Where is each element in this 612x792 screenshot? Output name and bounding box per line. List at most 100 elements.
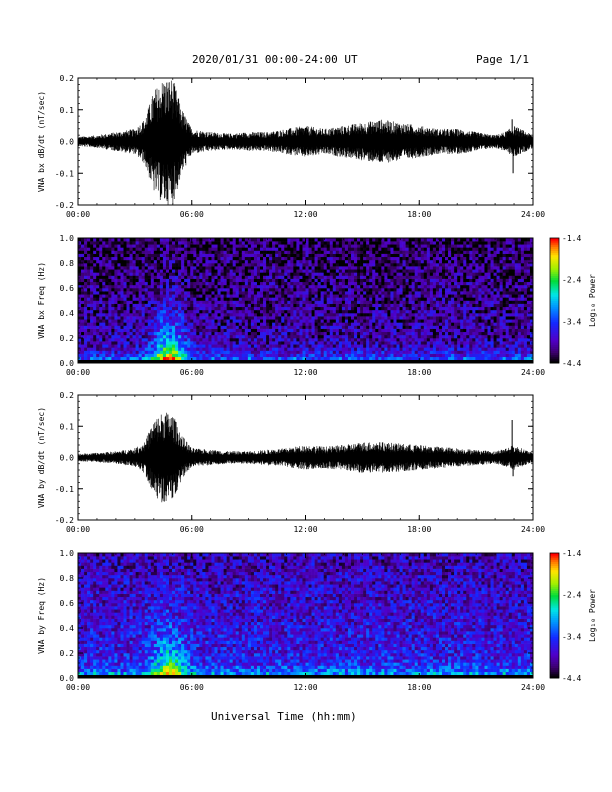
spectrogram-cell (138, 281, 142, 286)
spectrogram-cell (144, 347, 149, 351)
spectrogram-cell (196, 238, 200, 242)
spectrogram-cell (284, 353, 288, 358)
spectrogram-cell (357, 331, 361, 336)
spectrogram-cell (169, 250, 173, 254)
spectrogram-cell (111, 353, 115, 358)
spectrogram-cell (311, 325, 315, 329)
spectrogram-cell (126, 338, 130, 342)
spectrogram-cell (323, 344, 328, 348)
spectrogram-cell (266, 294, 270, 298)
spectrogram-cell (323, 350, 328, 354)
spectrogram-cell (178, 297, 182, 301)
spectrogram-cell (129, 331, 133, 336)
spectrogram-cell (384, 322, 388, 326)
spectrogram-cell (181, 272, 185, 276)
spectrogram-cell (329, 350, 334, 354)
spectrogram-cell (393, 244, 397, 248)
spectrogram-cell (414, 266, 419, 270)
spectrogram-cell (202, 256, 206, 261)
spectrogram-cell (296, 263, 300, 267)
spectrogram-cell (87, 309, 91, 314)
spectrogram-cell (442, 238, 446, 242)
spectrogram-cell (132, 353, 136, 358)
spectrogram-cell (135, 313, 139, 317)
spectrogram-cell (235, 256, 240, 261)
spectrogram-cell (329, 316, 334, 320)
spectrogram-cell (442, 281, 446, 286)
spectrogram-cell (387, 306, 391, 311)
spectrogram-cell (351, 325, 355, 329)
spectrogram-cell (105, 353, 109, 358)
spectrogram-cell (90, 275, 94, 279)
spectrogram-cell (260, 250, 264, 254)
spectrogram-cell (138, 353, 142, 358)
spectrogram-cell (299, 291, 303, 295)
spectrogram-cell (272, 334, 276, 339)
spectrogram-cell (311, 322, 315, 326)
spectrogram-cell (141, 250, 146, 254)
spectrogram-cell (202, 247, 206, 251)
spectrogram-cell (293, 253, 297, 258)
spectrogram-cell (156, 256, 161, 261)
spectrogram-cell (93, 269, 97, 273)
spectrogram-cell (217, 300, 221, 304)
spectrogram-cell (381, 309, 385, 314)
spectrogram-cell (317, 341, 321, 345)
spectrogram-cell (156, 241, 161, 245)
x-tick-label: 06:00 (180, 210, 204, 219)
spectrogram-cell (354, 253, 358, 258)
spectrogram-cell (302, 303, 306, 308)
spectrogram-cell (156, 350, 161, 354)
spectrogram-cell (247, 313, 252, 317)
spectrogram-cell (141, 313, 146, 317)
spectrogram-cell (435, 281, 440, 286)
spectrogram-cell (169, 291, 173, 295)
spectrogram-cell (172, 297, 176, 301)
spectrogram-cell (320, 272, 324, 276)
spectrogram-cell (414, 269, 419, 273)
spectrogram-cell (162, 300, 167, 304)
spectrogram-cell (253, 281, 258, 286)
spectrogram-cell (269, 334, 273, 339)
spectrogram-cell (199, 313, 203, 317)
spectrogram-cell (78, 356, 82, 361)
spectrogram-cell (442, 294, 446, 298)
spectrogram-cell (102, 250, 106, 254)
spectrogram-cell (323, 278, 328, 283)
spectrogram-cell (426, 319, 431, 323)
spectrogram-cell (241, 303, 246, 308)
spectrogram-cell (217, 253, 221, 258)
spectrogram-cell (129, 256, 133, 261)
spectrogram-cell (205, 294, 209, 298)
spectrogram-cell (211, 322, 215, 326)
spectrogram-cell (184, 322, 188, 326)
spectrogram-cell (165, 334, 170, 339)
spectrogram-cell (399, 300, 403, 304)
spectrogram-cell (311, 331, 315, 336)
spectrogram-cell (338, 313, 343, 317)
spectrogram-cell (93, 306, 97, 311)
spectrogram-cell (332, 238, 337, 242)
spectrogram-cell (135, 344, 139, 348)
spectrogram-cell (402, 253, 406, 258)
spectrogram-cell (162, 341, 167, 345)
spectrogram-cell (205, 316, 209, 320)
spectrogram-cell (120, 338, 124, 342)
spectrogram-cell (332, 328, 337, 333)
spectrogram-cell (220, 284, 224, 289)
spectrogram-cell (126, 331, 130, 336)
spectrogram-cell (275, 350, 279, 354)
spectrogram-cell (347, 291, 352, 295)
spectrogram-cell (241, 281, 246, 286)
spectrogram-cell (78, 244, 82, 248)
spectrogram-cell (214, 244, 218, 248)
spectrogram-cell (202, 341, 206, 345)
spectrogram-cell (226, 272, 230, 276)
spectrogram-cell (423, 300, 428, 304)
spectrogram-cell (81, 269, 85, 273)
spectrogram-cell (442, 241, 446, 245)
spectrogram-cell (129, 322, 133, 326)
spectrogram-cell (263, 269, 267, 273)
spectrogram-cell (229, 331, 233, 336)
spectrogram-cell (123, 294, 127, 298)
